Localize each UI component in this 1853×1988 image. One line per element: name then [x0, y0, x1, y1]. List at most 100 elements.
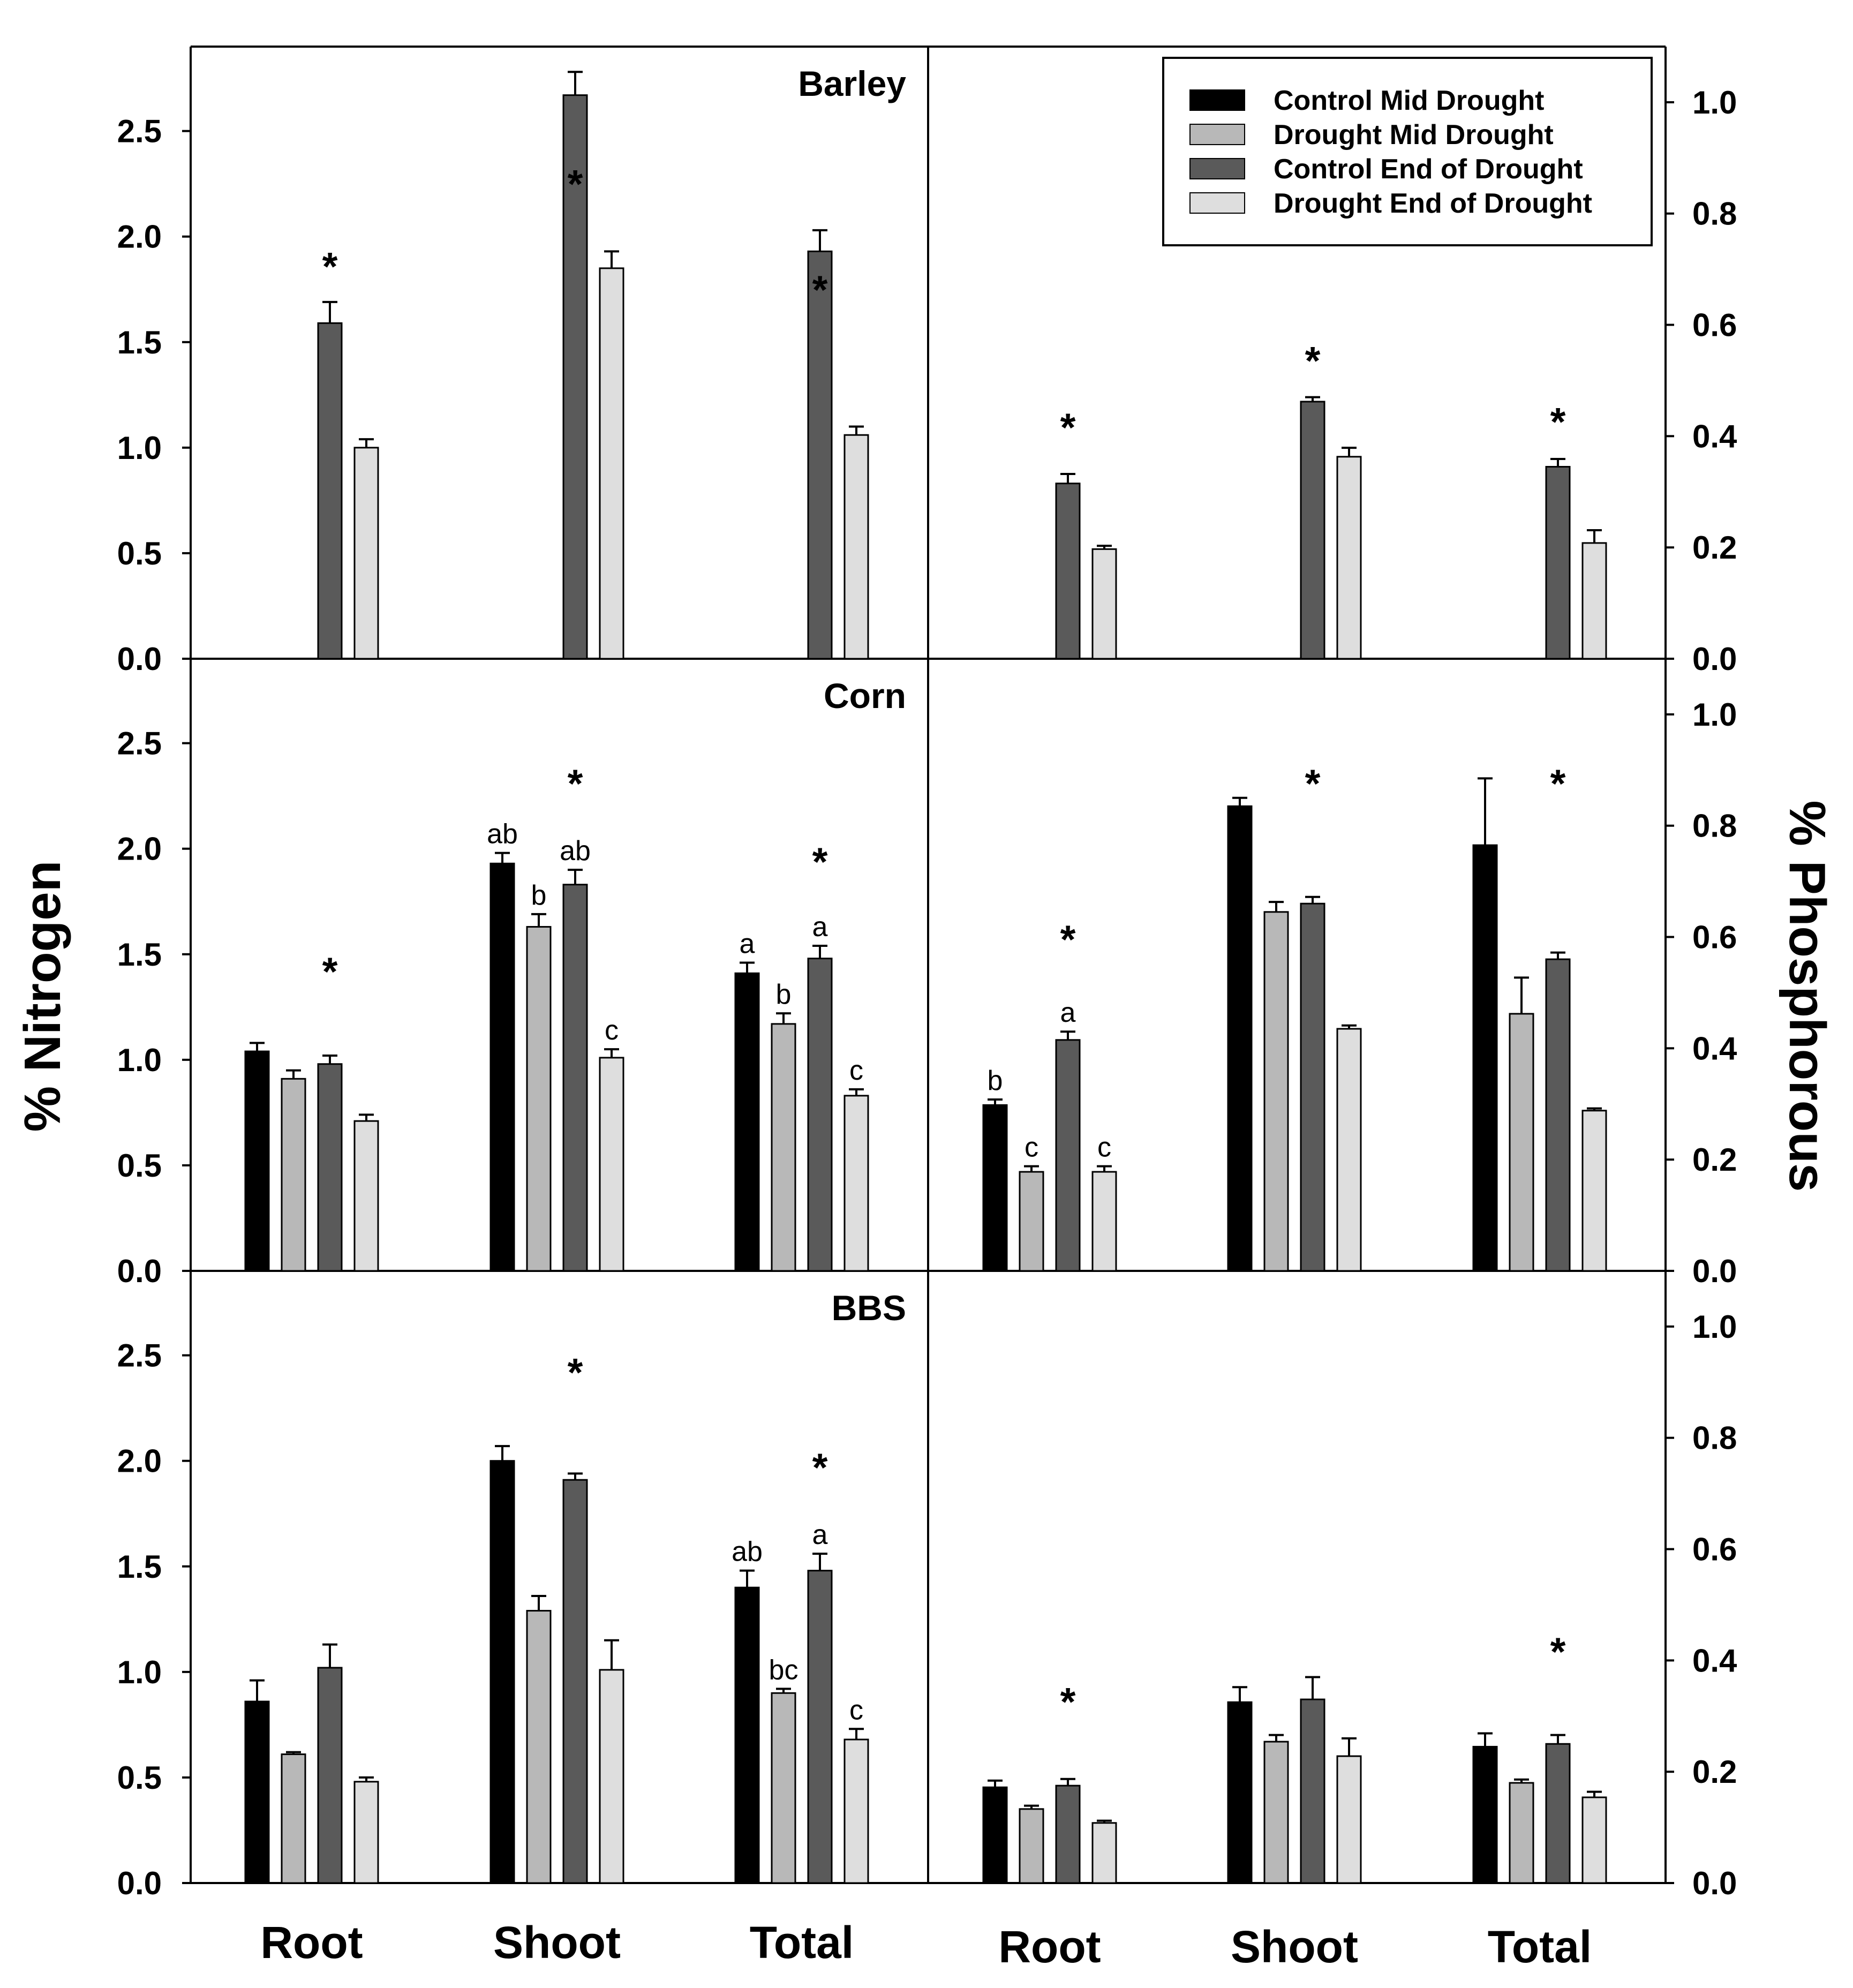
bar-phosphorus-root-series-3	[1091, 1822, 1117, 1884]
significance-letter: b	[988, 1065, 1003, 1096]
significance-star: *	[1550, 762, 1566, 806]
significance-letter: c	[849, 1055, 863, 1086]
legend-swatch-drought-mid	[1189, 124, 1245, 145]
bar-nitrogen-shoot-series-0	[489, 1460, 515, 1884]
bar-nitrogen-total-series-2	[807, 1570, 833, 1884]
right-tick-label: 0.0	[1692, 1865, 1737, 1901]
bar-nitrogen-root-series-0	[244, 1700, 270, 1884]
bar-phosphorus-total-series-3	[1581, 1110, 1607, 1272]
bar-phosphorus-shoot-series-0	[1227, 1701, 1253, 1884]
significance-star: *	[1060, 405, 1076, 450]
left-tick-label: 2.5	[117, 114, 162, 149]
significance-star: *	[322, 949, 338, 993]
left-tick-label: 0.5	[117, 536, 162, 571]
significance-star: *	[322, 244, 338, 289]
bar-phosphorus-total-series-0	[1472, 844, 1498, 1272]
bar-phosphorus-total-series-2	[1545, 1743, 1571, 1884]
bar-nitrogen-shoot-series-3	[599, 1669, 624, 1884]
bar-phosphorus-shoot-series-2	[1300, 401, 1325, 660]
left-tick-label: 0.0	[117, 641, 162, 677]
left-tick-label: 1.5	[117, 937, 162, 973]
bar-phosphorus-root-series-3	[1091, 1171, 1117, 1272]
bar-nitrogen-total-series-3	[843, 1738, 869, 1884]
x-category-label-phosphorus-shoot: Shoot	[1231, 1922, 1358, 1972]
significance-star: *	[1550, 400, 1566, 444]
bar-phosphorus-shoot-series-2	[1300, 1698, 1325, 1884]
right-tick-label: 0.4	[1692, 418, 1737, 454]
bar-phosphorus-root-series-0	[982, 1104, 1008, 1272]
significance-star: *	[1550, 1630, 1566, 1674]
left-tick-label: 1.0	[117, 430, 162, 466]
left-tick-label: 1.0	[117, 1654, 162, 1690]
legend-label-control-end: Control End of Drought	[1274, 154, 1583, 185]
bar-nitrogen-shoot-series-3	[599, 267, 624, 660]
bar-nitrogen-shoot-series-2	[562, 94, 588, 660]
bar-nitrogen-root-series-0	[244, 1050, 270, 1272]
left-tick-label: 1.5	[117, 1549, 162, 1585]
x-category-label-nitrogen-shoot: Shoot	[493, 1917, 621, 1968]
right-tick-label: 0.0	[1692, 1253, 1737, 1289]
bar-nitrogen-shoot-series-1	[526, 1610, 552, 1884]
bar-nitrogen-shoot-series-3	[599, 1057, 624, 1272]
bar-nitrogen-root-series-3	[353, 447, 379, 660]
left-tick-label: 0.5	[117, 1760, 162, 1796]
significance-letter: ab	[560, 835, 591, 867]
bar-nitrogen-root-series-2	[317, 1063, 343, 1272]
right-tick-label: 0.0	[1692, 641, 1737, 677]
bar-nitrogen-shoot-series-2	[562, 1479, 588, 1884]
panel-title-corn: Corn	[824, 676, 906, 716]
plot-layer: 0.0 0.5 1.0 1.5 2.0 2.5 0.0 0.2 0.4 0.6 0.8 1.0 Barl…	[117, 46, 1737, 1972]
bar-nitrogen-root-series-3	[353, 1781, 379, 1884]
significance-star: *	[1060, 1680, 1076, 1724]
bar-nitrogen-root-series-1	[281, 1753, 306, 1884]
y-axis-label-phosphorus: % Phosphorous	[1779, 801, 1836, 1192]
bar-phosphorus-shoot-series-0	[1227, 805, 1253, 1272]
bar-nitrogen-root-series-2	[317, 322, 343, 660]
bar-phosphorus-shoot-series-1	[1263, 1741, 1289, 1884]
bar-phosphorus-root-series-1	[1019, 1171, 1044, 1272]
bar-phosphorus-root-series-2	[1055, 1039, 1081, 1272]
right-tick-label: 0.6	[1692, 920, 1737, 955]
legend-label-control-mid: Control Mid Drought	[1274, 85, 1544, 116]
left-tick-label: 1.0	[117, 1042, 162, 1078]
bar-nitrogen-total-series-0	[734, 972, 760, 1272]
bar-phosphorus-total-series-2	[1545, 466, 1571, 660]
bar-phosphorus-total-series-1	[1509, 1013, 1534, 1272]
bar-phosphorus-total-series-3	[1581, 1796, 1607, 1884]
significance-letter: c	[1097, 1132, 1111, 1163]
bar-nitrogen-root-series-3	[353, 1120, 379, 1272]
legend-swatch-control-mid	[1189, 89, 1245, 111]
right-tick-label: 0.8	[1692, 1420, 1737, 1456]
significance-star: *	[812, 1445, 828, 1490]
bar-phosphorus-total-series-0	[1472, 1745, 1498, 1884]
legend-swatch-drought-end	[1189, 192, 1245, 214]
left-tick-label: 0.0	[117, 1253, 162, 1289]
significance-letter: c	[1025, 1132, 1038, 1163]
left-tick-label: 0.5	[117, 1148, 162, 1184]
bar-phosphorus-root-series-1	[1019, 1808, 1044, 1884]
bar-nitrogen-total-series-3	[843, 1095, 869, 1272]
right-tick-label: 0.6	[1692, 1532, 1737, 1568]
bar-phosphorus-shoot-series-3	[1336, 1028, 1362, 1272]
bar-nitrogen-total-series-1	[771, 1023, 796, 1272]
significance-letter: b	[531, 880, 547, 911]
significance-letter: ab	[732, 1537, 763, 1568]
significance-letter: c	[849, 1695, 863, 1726]
left-tick-label: 1.5	[117, 325, 162, 360]
significance-letter: a	[812, 1519, 828, 1550]
panel-title-bbs: BBS	[832, 1288, 906, 1328]
significance-star: *	[568, 1350, 583, 1395]
x-category-label-phosphorus-total: Total	[1488, 1922, 1592, 1972]
bar-nitrogen-root-series-2	[317, 1667, 343, 1884]
y-axis-label-nitrogen: % Nitrogen	[14, 861, 71, 1132]
significance-letter: c	[605, 1015, 619, 1046]
significance-letter: ab	[487, 819, 518, 850]
significance-letter: a	[740, 929, 755, 960]
x-category-label-nitrogen-total: Total	[750, 1917, 854, 1968]
bar-nitrogen-total-series-1	[771, 1692, 796, 1884]
right-tick-label: 0.2	[1692, 530, 1737, 566]
significance-star: *	[1305, 762, 1321, 806]
bar-nitrogen-root-series-1	[281, 1078, 306, 1272]
bar-phosphorus-total-series-3	[1581, 542, 1607, 660]
